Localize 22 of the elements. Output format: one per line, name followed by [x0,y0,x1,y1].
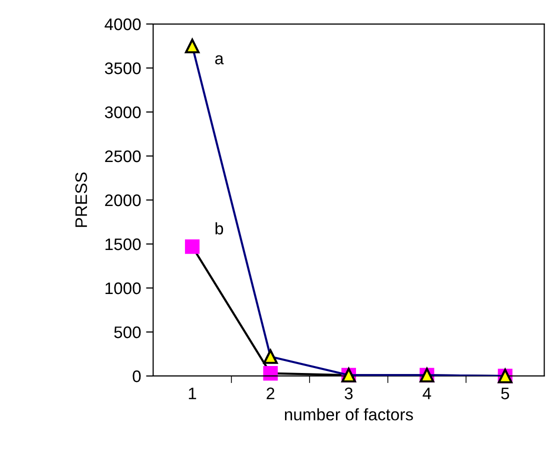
x-tick-label: 4 [422,388,432,400]
series-label: a [215,55,224,64]
y-tick-label: 1500 [106,238,141,250]
y-tick-label: 3000 [104,106,141,118]
y-tick-label: 3500 [104,62,141,74]
series-label: b [216,222,224,234]
y-axis-title: PRESS [75,172,88,227]
y-tick-label: 0 [132,370,141,382]
point [184,38,200,54]
x-tick-label: 1 [188,388,196,400]
x-tick-label: 2 [266,388,274,400]
point [263,349,278,364]
y-tick-label: 2000 [105,194,141,206]
x-tick-label: 5 [501,388,510,400]
x-axis-title: number of factors [284,408,413,420]
y-tick-label: 1000 [106,282,141,294]
y-tick-label: 2500 [105,150,141,162]
y-tick-label: 500 [114,326,141,338]
y-tick-label: 4000 [104,18,141,30]
point [263,366,278,381]
point [184,239,200,254]
x-tick-label: 3 [344,388,353,400]
